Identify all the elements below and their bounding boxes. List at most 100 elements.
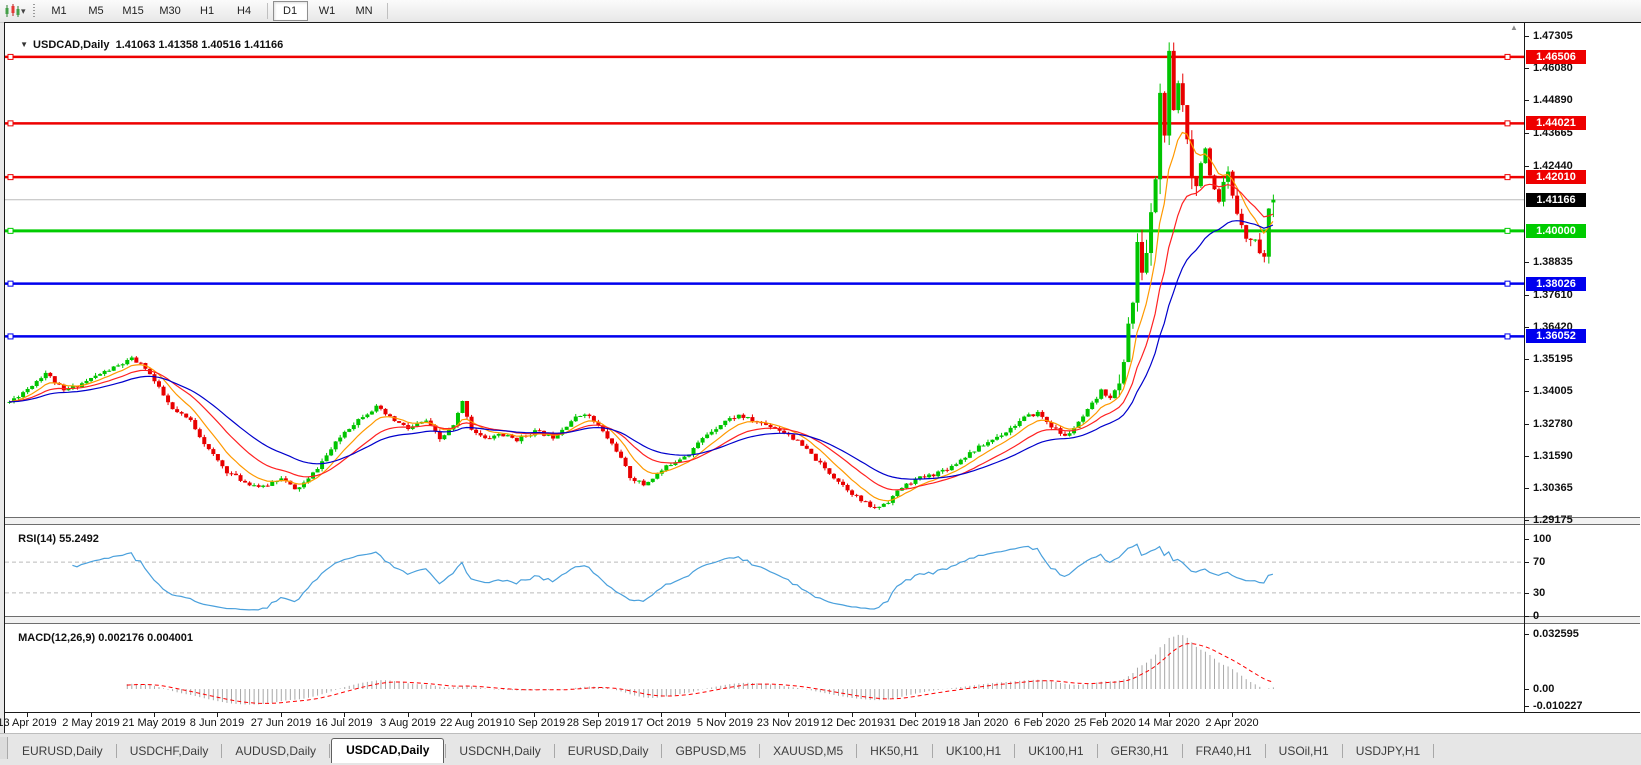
timeframe-button-M30[interactable]: M30	[159, 5, 181, 17]
date-tick-mark	[1042, 713, 1043, 717]
chart-tab-gbpusd-m5[interactable]: GBPUSD,M5	[675, 744, 747, 758]
chart-expander-icon[interactable]: ▼	[20, 40, 29, 49]
chart-tab-eurusd-daily[interactable]: EURUSD,Daily	[22, 744, 103, 758]
date-label: 3 Aug 2019	[380, 717, 436, 729]
date-tick-mark	[788, 713, 789, 717]
tab-divider	[329, 744, 331, 758]
price-tick-label: 1.44890	[1533, 94, 1573, 106]
timeframe-button-M5[interactable]: M5	[88, 5, 104, 17]
price-level-tag: 1.36052	[1526, 329, 1586, 343]
timeframe-button-H4[interactable]: H4	[237, 5, 252, 17]
rsi-tick-mark	[1524, 593, 1529, 594]
macd-tick-mark	[1524, 634, 1529, 635]
chart-tab-usdcad-daily[interactable]: USDCAD,Daily	[331, 738, 445, 763]
macd-tick-mark	[1524, 689, 1529, 690]
date-label: 12 Dec 2019	[820, 717, 884, 729]
rsi-indicator-label: RSI(14) 55.2492	[18, 533, 99, 545]
timeframe-button-H1[interactable]: H1	[200, 5, 215, 17]
date-label: 23 Nov 2019	[756, 717, 820, 729]
macd-tick-mark	[1524, 706, 1529, 707]
price-tick-mark	[1524, 488, 1529, 489]
toolbar-separator	[386, 3, 388, 19]
timeframe-button-D1[interactable]: D1	[272, 1, 308, 21]
timeframe-button-M15[interactable]: M15	[122, 5, 144, 17]
date-label: 21 May 2019	[122, 717, 186, 729]
chart-tab-usoil-h1[interactable]: USOil,H1	[1278, 744, 1329, 758]
price-tick-label: 1.46080	[1533, 62, 1573, 74]
date-tick-mark	[725, 713, 726, 717]
current-price-tag: 1.41166	[1526, 193, 1586, 207]
chart-tab-usdcnh-daily[interactable]: USDCNH,Daily	[459, 744, 541, 758]
tab-divider	[1341, 744, 1343, 758]
date-tick-mark	[217, 713, 218, 717]
rsi-tick-label: 70	[1533, 556, 1546, 568]
tab-divider	[759, 744, 761, 758]
price-tick-mark	[1524, 359, 1529, 360]
symbol-tab-bar: EURUSD,Daily USDCHF,Daily AUDUSD,Daily USDC…	[0, 733, 1641, 765]
chart-tab-audusd-daily[interactable]: AUDUSD,Daily	[235, 744, 317, 758]
date-label: 22 Aug 2019	[440, 717, 502, 729]
date-label: 31 Dec 2019	[883, 717, 947, 729]
tab-scroll-button[interactable]	[0, 737, 8, 759]
timeframe-button-M1[interactable]: M1	[51, 5, 67, 17]
chart-title-symbol: USDCAD,Daily	[33, 39, 110, 51]
price-tick-label: 1.38835	[1533, 256, 1573, 268]
price-tick-label: 1.37610	[1533, 289, 1573, 301]
tab-divider	[1264, 744, 1266, 758]
timeframe-button-MN[interactable]: MN	[355, 5, 373, 17]
chart-tab-eurusd-daily[interactable]: EURUSD,Daily	[567, 744, 649, 758]
price-tick-mark	[1524, 68, 1529, 69]
price-level-tag: 1.40000	[1526, 224, 1586, 238]
toolbar-separator	[266, 3, 268, 19]
chart-tab-usdjpy-h1[interactable]: USDJPY,H1	[1355, 744, 1421, 758]
toolbar-grip[interactable]	[31, 4, 37, 18]
price-tick-mark	[1524, 424, 1529, 425]
macd-pane[interactable]	[5, 623, 1524, 712]
tab-divider	[1433, 744, 1435, 758]
price-tick-mark	[1524, 391, 1529, 392]
date-label: 18 Jan 2020	[947, 717, 1009, 729]
chart-tab-xauusd-m5[interactable]: XAUUSD,M5	[773, 744, 844, 758]
candlestick-chart-icon	[5, 4, 20, 17]
timeframe-button-W1[interactable]: W1	[318, 5, 336, 17]
date-label: 16 Jul 2019	[315, 717, 373, 729]
price-tick-mark	[1524, 327, 1529, 328]
date-label: 5 Nov 2019	[696, 717, 754, 729]
rsi-tick-mark	[1524, 562, 1529, 563]
chart-type-button[interactable]: ▾	[4, 4, 30, 18]
tab-divider	[553, 744, 555, 758]
rsi-tick-label: 30	[1533, 587, 1546, 599]
chart-tab-usdchf-daily[interactable]: USDCHF,Daily	[129, 744, 209, 758]
price-level-tag: 1.44021	[1526, 116, 1586, 130]
price-tick-label: 1.31590	[1533, 450, 1573, 462]
chart-tab-fra40-h1[interactable]: FRA40,H1	[1195, 744, 1252, 758]
date-label: 25 Feb 2020	[1074, 717, 1136, 729]
price-tick-mark	[1524, 166, 1529, 167]
price-tick-label: 1.43665	[1533, 127, 1573, 139]
price-tick-mark	[1524, 456, 1529, 457]
chart-tab-uk100-h1[interactable]: UK100,H1	[945, 744, 1002, 758]
chart-tab-uk100-h1[interactable]: UK100,H1	[1028, 744, 1084, 758]
tab-divider	[115, 744, 117, 758]
rsi-tick-mark	[1524, 539, 1529, 540]
rsi-tick-mark	[1524, 616, 1529, 617]
rsi-pane[interactable]	[5, 523, 1524, 616]
pane-splitter[interactable]	[5, 616, 1640, 624]
date-tick-mark	[852, 713, 853, 717]
chart-tab-hk50-h1[interactable]: HK50,H1	[870, 744, 919, 758]
main-chart-pane[interactable]	[5, 23, 1524, 517]
chart-tab-ger30-h1[interactable]: GER30,H1	[1110, 744, 1169, 758]
price-tick-label: 1.42440	[1533, 160, 1573, 172]
tab-divider	[856, 744, 858, 758]
tab-divider	[1014, 744, 1016, 758]
macd-tick-label: -0.010227	[1533, 700, 1583, 712]
date-label: 10 Sep 2019	[502, 717, 566, 729]
pane-splitter[interactable]	[5, 517, 1640, 525]
price-tick-label: 1.29175	[1533, 514, 1573, 526]
chart-title: ▼ USDCAD,Daily 1.41063 1.41358 1.40516 1.…	[14, 27, 283, 51]
tab-divider	[661, 744, 663, 758]
tab-divider	[1096, 744, 1098, 758]
price-tick-label: 1.47305	[1533, 30, 1573, 42]
price-level-tag: 1.46506	[1526, 50, 1586, 64]
date-label: 14 Mar 2020	[1138, 717, 1200, 729]
